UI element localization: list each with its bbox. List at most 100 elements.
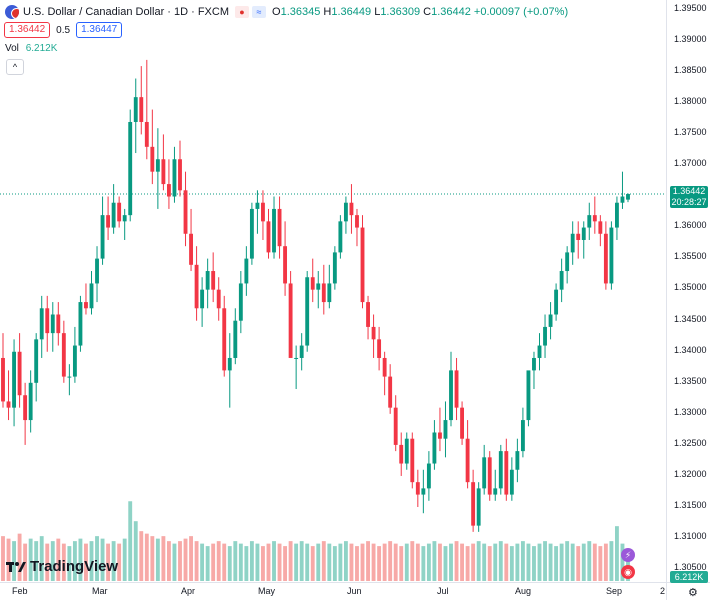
volume-bar: [520, 541, 525, 582]
volume-bar: [603, 543, 608, 581]
candle-body: [189, 233, 193, 265]
candle-body: [194, 264, 199, 309]
ohlc-key: H: [323, 6, 332, 18]
spread-value: 0.5: [56, 24, 71, 36]
candle-body: [620, 196, 625, 203]
volume-bar: [388, 541, 393, 582]
candle-body: [72, 345, 77, 377]
volume-bar: [255, 543, 260, 581]
symbol-title[interactable]: U.S. Dollar / Canadian Dollar · 1D · FXC…: [23, 6, 230, 18]
volume-bar: [498, 541, 503, 582]
candle-body: [537, 345, 542, 358]
candle-body: [349, 202, 354, 216]
candle-body: [454, 370, 459, 408]
volume-bar: [565, 541, 570, 582]
volume-legend: Vol 6.212K: [5, 43, 57, 54]
ohlc-value: 1.36442: [431, 6, 474, 18]
candle-body: [609, 227, 614, 284]
candle-body: [310, 277, 315, 290]
volume-bar: [128, 501, 133, 581]
candle-body: [581, 227, 586, 240]
candle-body: [128, 121, 133, 216]
buy-button[interactable]: 1.36447: [76, 22, 123, 38]
candle-body: [200, 289, 205, 309]
candle-body: [139, 97, 144, 122]
candle-body: [161, 159, 166, 185]
volume-bar: [272, 541, 276, 582]
candle-body: [216, 289, 221, 309]
candle-body: [592, 215, 597, 222]
candle-body: [443, 420, 448, 439]
volume-bar: [377, 546, 382, 581]
candle-body: [598, 221, 603, 234]
bar-countdown: 20:28:27: [671, 197, 707, 207]
price-axis-label: 1.39500: [674, 3, 707, 13]
wave-icon[interactable]: ≈: [252, 6, 267, 18]
candle-body: [487, 457, 492, 495]
volume-bar: [421, 546, 426, 581]
price-axis-label: 1.35500: [674, 251, 707, 262]
volume-bar: [399, 546, 404, 581]
volume-bar: [56, 538, 61, 581]
volume-bar: [570, 543, 575, 581]
volume-bar: [249, 541, 254, 582]
candle-body: [493, 488, 498, 495]
settings-gear-icon[interactable]: ⚙: [688, 587, 698, 599]
volume-bar: [587, 541, 592, 582]
volume-bar: [172, 543, 177, 581]
price-axis-label: 1.38500: [674, 65, 707, 76]
volume-bar: [482, 543, 487, 581]
candle-body: [570, 233, 575, 253]
candle-body: [603, 233, 608, 284]
volume-bar: [12, 541, 16, 582]
volume-bar: [117, 543, 122, 581]
time-axis-label: Mar: [92, 586, 108, 596]
candle-body: [465, 438, 470, 483]
volume-bar: [45, 543, 50, 581]
volume-bar: [238, 543, 243, 581]
candle-body: [178, 159, 182, 191]
volume-bar: [432, 541, 437, 582]
candle-body: [520, 420, 525, 452]
volume-bar: [305, 543, 310, 581]
price-axis-label: 1.37000: [674, 158, 707, 169]
time-axis-label: May: [258, 586, 276, 596]
volume-bar: [449, 543, 453, 581]
price-axis-label: 1.32500: [674, 437, 707, 448]
candle-body: [249, 208, 254, 259]
price-axis-label: 1.30500: [674, 561, 707, 572]
volume-bar: [261, 546, 265, 581]
volume-bar: [34, 541, 39, 582]
eye-icon[interactable]: ●: [235, 6, 250, 18]
volume-bar: [205, 546, 210, 581]
volume-bar: [360, 543, 365, 581]
volume-bar: [144, 533, 149, 581]
price-axis-label: 1.31500: [674, 499, 707, 510]
candle-body: [404, 438, 409, 464]
lightning-event-icon[interactable]: ⚡: [621, 548, 635, 562]
candle-body: [355, 215, 359, 228]
candle-body: [393, 407, 398, 445]
candle-body: [548, 314, 553, 327]
volume-bar: [106, 543, 111, 581]
volume-bar: [559, 543, 564, 581]
volume-bar: [509, 546, 514, 581]
economic-event-icon[interactable]: ◉: [621, 565, 635, 579]
volume-bar: [288, 541, 293, 582]
candle-body: [509, 469, 514, 495]
volume-bar: [216, 541, 221, 582]
candle-body: [67, 376, 72, 378]
candle-body: [327, 283, 332, 303]
collapse-legend-button[interactable]: ^: [6, 59, 24, 75]
volume-bar: [50, 541, 55, 582]
volume-bar: [349, 543, 354, 581]
volume-bar: [294, 543, 299, 581]
tradingview-icon: [6, 561, 26, 572]
candle-body: [84, 302, 88, 309]
candle-body: [410, 438, 415, 483]
candle-body: [23, 395, 28, 421]
candle-body: [12, 351, 16, 408]
sell-button[interactable]: 1.36442: [4, 22, 51, 38]
volume-bar: [526, 543, 531, 581]
